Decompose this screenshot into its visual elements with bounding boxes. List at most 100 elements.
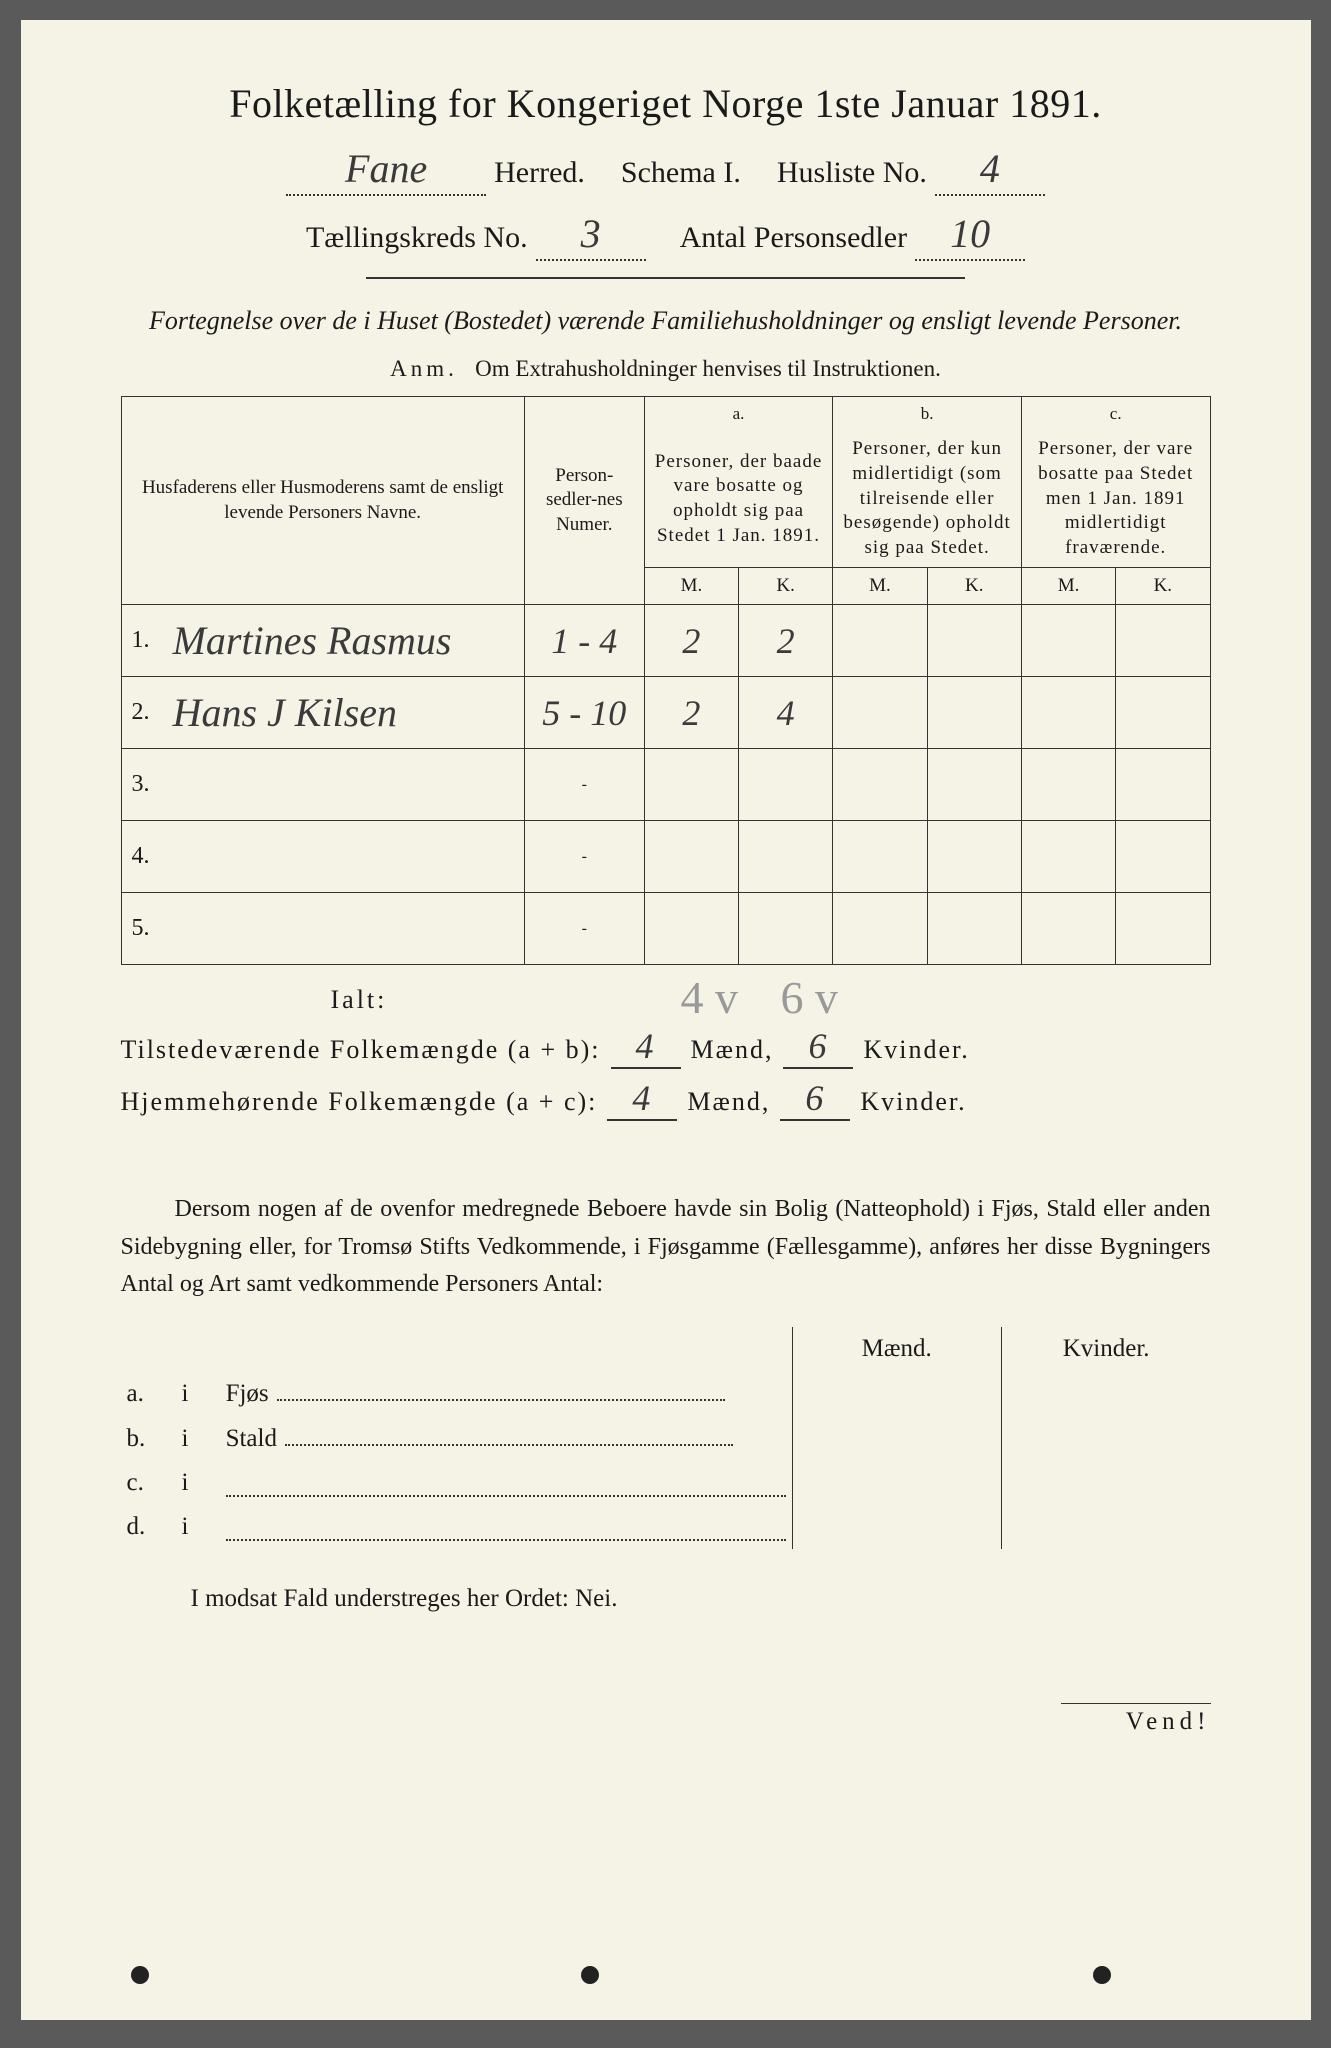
group-a-label: a. (653, 403, 825, 425)
vend-label: Vend! (1061, 1703, 1211, 1736)
row-ck (1116, 677, 1210, 749)
herred-field: Fane (286, 145, 486, 196)
table-row: 2. Hans J Kilsen 5 - 10 2 4 (121, 677, 1210, 749)
sub-k-cell (1001, 1371, 1210, 1416)
punch-hole-icon (131, 1966, 149, 1984)
group-b-row: b. (833, 397, 1022, 432)
husliste-label: Husliste No. (777, 156, 927, 190)
row-ck (1116, 821, 1210, 893)
herred-label: Herred. (494, 156, 585, 190)
sub-m-cell (792, 1416, 1001, 1461)
row-ak (739, 749, 833, 821)
sub-a: d. (121, 1505, 176, 1549)
row-am (644, 821, 738, 893)
sub-c: Stald (220, 1416, 793, 1461)
sub-c-text: Fjøs (226, 1380, 269, 1407)
sub-b: i (176, 1505, 220, 1549)
anm-text: Om Extrahusholdninger henvises til Instr… (475, 356, 941, 381)
group-c-desc-text: Personer, der vare bosatte paa Stedet me… (1038, 438, 1193, 558)
table-row: 5. - (121, 893, 1210, 965)
maend-label: Mænd, (691, 1035, 774, 1065)
row-cm (1021, 605, 1115, 677)
row-num-cell: - (524, 749, 644, 821)
kvinder-label: Kvinder. (860, 1087, 966, 1117)
group-a-desc-text: Personer, der baade vare bosatte og opho… (655, 451, 823, 546)
row-bk (927, 749, 1021, 821)
b-k-header: K. (927, 567, 1021, 605)
anm-prefix: Anm. (390, 356, 458, 381)
sub-b: i (176, 1371, 220, 1416)
body-paragraph: Dersom nogen af de ovenfor medregnede Be… (121, 1191, 1211, 1303)
sub-k-header: Kvinder. (1001, 1327, 1210, 1371)
row-name-cell (165, 893, 525, 965)
group-c-row: c. (1021, 397, 1210, 432)
total-present-label: Tilstedeværende Folkemængde (a + b): (121, 1035, 601, 1065)
total-present-m: 4 (611, 1025, 681, 1069)
sub-m-header: Mænd. (792, 1327, 1001, 1371)
row-name: Hans J Kilsen (173, 690, 397, 735)
row-name-cell (165, 821, 525, 893)
divider-rule (366, 277, 966, 279)
table-row: 1. Martines Rasmus 1 - 4 2 2 (121, 605, 1210, 677)
row-name-cell (165, 749, 525, 821)
row-index: 5. (121, 893, 165, 965)
row-am: 2 (644, 677, 738, 749)
row-ck (1116, 605, 1210, 677)
sub-row: a. i Fjøs (121, 1371, 1211, 1416)
group-b-label: b. (841, 403, 1013, 425)
census-form-page: Folketælling for Kongeriget Norge 1ste J… (21, 20, 1311, 2020)
row-ck (1116, 893, 1210, 965)
row-ak (739, 821, 833, 893)
row-num: 5 - 10 (542, 693, 626, 733)
row-am (644, 749, 738, 821)
row-bm (833, 821, 927, 893)
sub-k-cell (1001, 1505, 1210, 1549)
row-index: 1. (121, 605, 165, 677)
group-a-row: a. (644, 397, 833, 432)
sub-c-text: Stald (226, 1425, 277, 1452)
pencil-note-b: 6 v (781, 971, 839, 1024)
row-bk (927, 605, 1021, 677)
c-m-header: M. (1021, 567, 1115, 605)
row-index: 4. (121, 821, 165, 893)
row-bk (927, 677, 1021, 749)
sub-m-cell (792, 1505, 1001, 1549)
row-num: 1 - 4 (551, 621, 617, 661)
sub-b: i (176, 1416, 220, 1461)
row-ak (739, 893, 833, 965)
header-line-2: Fane Herred. Schema I. Husliste No. 4 (121, 145, 1211, 196)
row-num-cell: 1 - 4 (524, 605, 644, 677)
nei-line: I modsat Fald understreges her Ordet: Ne… (121, 1585, 1211, 1613)
group-c-label: c. (1030, 403, 1202, 425)
kvinder-label: Kvinder. (863, 1035, 969, 1065)
group-b-desc: Personer, der kun midlertidigt (som tilr… (833, 431, 1022, 567)
sub-a: c. (121, 1461, 176, 1505)
ialt-label: Ialt: (331, 985, 1211, 1015)
row-ck (1116, 749, 1210, 821)
sub-a: a. (121, 1371, 176, 1416)
row-ak: 4 (739, 677, 833, 749)
row-cm (1021, 821, 1115, 893)
sub-b: i (176, 1461, 220, 1505)
b-m-header: M. (833, 567, 927, 605)
row-bm (833, 677, 927, 749)
husliste-field: 4 (935, 145, 1045, 196)
table-row: 3. - (121, 749, 1210, 821)
c-k-header: K. (1116, 567, 1210, 605)
col-header-numer: Person-sedler-nes Numer. (524, 397, 644, 605)
sub-m-cell (792, 1371, 1001, 1416)
antal-field: 10 (915, 210, 1025, 261)
total-home-label: Hjemmehørende Folkemængde (a + c): (121, 1087, 598, 1117)
sub-k-cell (1001, 1461, 1210, 1505)
row-name-cell: Hans J Kilsen (165, 677, 525, 749)
husliste-value: 4 (980, 146, 1000, 191)
table-header-row-1: Husfaderens eller Husmoderens samt de en… (121, 397, 1210, 432)
sub-row: d. i (121, 1505, 1211, 1549)
sub-m-cell (792, 1461, 1001, 1505)
row-cm (1021, 893, 1115, 965)
sub-c (220, 1461, 793, 1505)
row-bk (927, 893, 1021, 965)
table-row: 4. - (121, 821, 1210, 893)
row-ak: 2 (739, 605, 833, 677)
antal-label: Antal Personsedler (680, 221, 907, 255)
